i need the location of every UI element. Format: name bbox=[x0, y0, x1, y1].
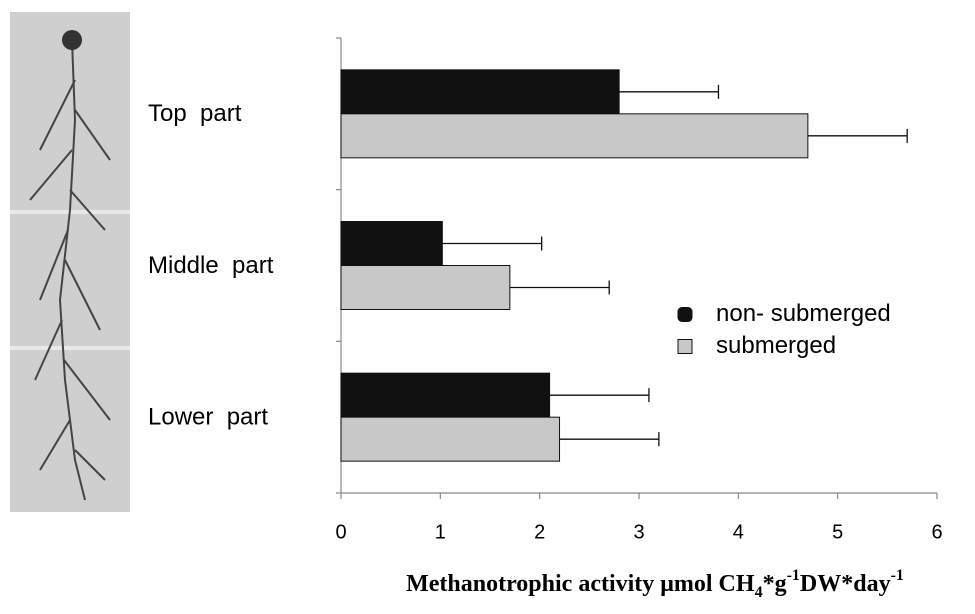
bar bbox=[341, 266, 510, 310]
category-label: Middle part bbox=[148, 252, 274, 279]
error-bar bbox=[510, 281, 609, 295]
category-label: Lower part bbox=[148, 404, 268, 431]
x-axis-label-part: Methanotrophic activity μmol CH bbox=[406, 571, 755, 597]
x-tick-label: 6 bbox=[931, 521, 942, 543]
error-bar bbox=[808, 129, 907, 143]
bar bbox=[341, 70, 619, 114]
x-tick-label: 5 bbox=[832, 521, 843, 543]
x-tick-label: 1 bbox=[435, 521, 446, 543]
category-label: Top part bbox=[148, 100, 242, 127]
x-axis-label-part: *g bbox=[763, 571, 787, 597]
plant-photo bbox=[10, 12, 130, 512]
x-axis-label-part: -1 bbox=[891, 567, 904, 584]
bar bbox=[341, 373, 550, 417]
legend-swatch bbox=[678, 308, 692, 322]
x-tick-label: 2 bbox=[534, 521, 545, 543]
error-bar bbox=[442, 237, 541, 251]
legend-swatch bbox=[678, 340, 692, 354]
error-bar bbox=[560, 432, 659, 446]
legend-label: non- submerged bbox=[716, 300, 891, 327]
error-bar bbox=[550, 388, 649, 402]
bar bbox=[341, 417, 560, 461]
error-bar bbox=[619, 85, 718, 99]
bar bbox=[341, 222, 442, 266]
x-axis-label: Methanotrophic activity μmol CH4*g-1DW*d… bbox=[406, 567, 904, 601]
x-tick-label: 0 bbox=[335, 521, 346, 543]
x-tick-label: 4 bbox=[733, 521, 744, 543]
bar bbox=[341, 114, 808, 158]
chart: 0 1 2 3 4 5 6 Top part Middle part Lower part non-… bbox=[0, 0, 975, 609]
x-axis-label-part: DW*day bbox=[800, 571, 891, 597]
legend-label: submerged bbox=[716, 332, 836, 359]
x-axis-label-part: 4 bbox=[755, 584, 763, 601]
x-tick-label: 3 bbox=[633, 521, 644, 543]
x-axis-label-part: -1 bbox=[787, 567, 800, 584]
